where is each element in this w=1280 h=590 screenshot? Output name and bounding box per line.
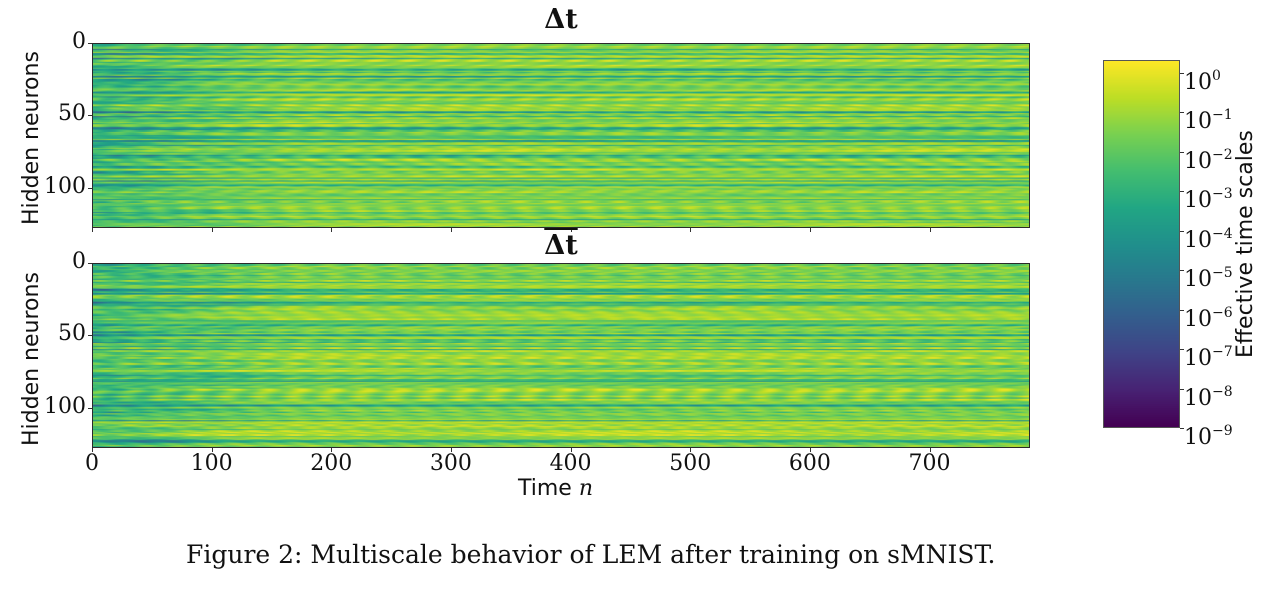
x-tick-mark (690, 448, 692, 452)
colorbar-tick-mark (1180, 270, 1184, 272)
top-panel-title: Δt (461, 5, 661, 35)
colorbar-tick-mark (1180, 309, 1184, 311)
x-tick-label: 300 (429, 451, 472, 476)
y-tick-label: 50 (58, 321, 86, 347)
colorbar-tick-base: 10 (1184, 425, 1212, 450)
y-tick-mark (88, 335, 92, 337)
y-tick-label: 50 (58, 101, 86, 127)
top-y-axis-label: Hidden neurons (19, 51, 44, 225)
colorbar-tick-base: 10 (1184, 188, 1212, 214)
colorbar-tick-exponent: −9 (1212, 423, 1233, 439)
x-tick-label: 100 (190, 451, 233, 476)
colorbar-tick-base: 10 (1184, 109, 1212, 135)
bottom-panel-title: Δt (461, 231, 661, 261)
x-tick-mark (450, 448, 452, 452)
x-tick-label: 700 (908, 451, 951, 476)
colorbar-tick-exponent: −2 (1212, 146, 1233, 163)
bottom-y-axis-label: Hidden neurons (19, 272, 44, 446)
y-tick-mark (88, 407, 92, 409)
x-tick-mark (92, 448, 93, 452)
x-tick-mark (211, 228, 213, 232)
x-axis-label-word: Time (518, 476, 572, 501)
colorbar-tick-base: 10 (1184, 346, 1212, 372)
colorbar-tick-label: 10−5 (1184, 262, 1233, 291)
colorbar (1103, 60, 1180, 428)
x-tick-mark (92, 228, 93, 232)
x-tick-mark (809, 448, 811, 452)
colorbar-tick-base: 10 (1184, 227, 1212, 253)
y-tick-mark (88, 43, 92, 44)
x-tick-mark (331, 228, 333, 232)
colorbar-tick-exponent: −1 (1212, 107, 1233, 124)
x-tick-mark (690, 228, 692, 232)
y-tick-label: 100 (44, 393, 86, 419)
colorbar-tick-label: 10−3 (1184, 183, 1233, 212)
x-tick-label: 600 (788, 451, 831, 476)
colorbar-tick-label: 10−8 (1184, 381, 1233, 410)
colorbar-tick-label: 10−9 (1184, 420, 1233, 449)
colorbar-tick-exponent: −6 (1212, 304, 1233, 321)
y-tick-mark (88, 263, 92, 264)
colorbar-tick-exponent: −5 (1212, 265, 1233, 282)
x-tick-mark (809, 228, 811, 232)
colorbar-label: Effective time scales (1233, 130, 1258, 358)
colorbar-tick-label: 10−2 (1184, 144, 1233, 173)
colorbar-tick-label: 100 (1184, 65, 1221, 94)
colorbar-tick-mark (1180, 112, 1184, 114)
y-tick-mark (88, 115, 92, 117)
x-tick-label: 0 (85, 451, 99, 476)
colorbar-tick-mark (1180, 349, 1184, 351)
colorbar-tick-mark (1180, 230, 1184, 232)
colorbar-tick-label: 10−1 (1184, 104, 1233, 133)
colorbar-tick-mark (1180, 151, 1184, 153)
bottom-title-text: Δt (544, 230, 578, 261)
x-tick-mark (570, 448, 572, 452)
figure-caption: Figure 2: Multiscale behavior of LEM aft… (186, 540, 996, 569)
colorbar-tick-base: 10 (1184, 267, 1212, 293)
colorbar-tick-base: 10 (1184, 148, 1212, 174)
bottom-heatmap (92, 263, 1030, 448)
colorbar-tick-base: 10 (1184, 385, 1212, 411)
x-tick-mark (211, 448, 213, 452)
x-tick-label: 400 (549, 451, 592, 476)
colorbar-tick-base: 10 (1184, 69, 1212, 95)
x-axis-label: Time n (518, 476, 593, 501)
x-axis-label-variable: n (578, 476, 594, 501)
colorbar-tick-mark (1180, 388, 1184, 390)
x-tick-label: 200 (310, 451, 353, 476)
colorbar-tick-exponent: 0 (1212, 67, 1221, 84)
colorbar-tick-exponent: −4 (1212, 225, 1233, 242)
colorbar-tick-base: 10 (1184, 306, 1212, 332)
y-tick-label: 0 (72, 249, 86, 274)
x-tick-mark (929, 448, 931, 452)
colorbar-tick-label: 10−7 (1184, 341, 1233, 370)
y-tick-mark (88, 187, 92, 189)
colorbar-tick-mark (1180, 191, 1184, 193)
y-tick-label: 0 (72, 29, 86, 54)
top-title-text: Δt (544, 4, 578, 35)
colorbar-tick-exponent: −7 (1212, 344, 1233, 361)
colorbar-tick-exponent: −3 (1212, 186, 1233, 203)
colorbar-tick-label: 10−6 (1184, 302, 1233, 331)
colorbar-tick-exponent: −8 (1212, 383, 1233, 400)
x-tick-label: 500 (669, 451, 712, 476)
y-tick-label: 100 (44, 173, 86, 199)
top-heatmap (92, 43, 1030, 228)
x-tick-mark (570, 228, 572, 232)
x-tick-mark (929, 228, 931, 232)
x-tick-mark (450, 228, 452, 232)
x-tick-mark (331, 448, 333, 452)
colorbar-tick-mark (1180, 428, 1184, 429)
colorbar-tick-label: 10−4 (1184, 223, 1233, 252)
colorbar-tick-mark (1180, 72, 1184, 74)
